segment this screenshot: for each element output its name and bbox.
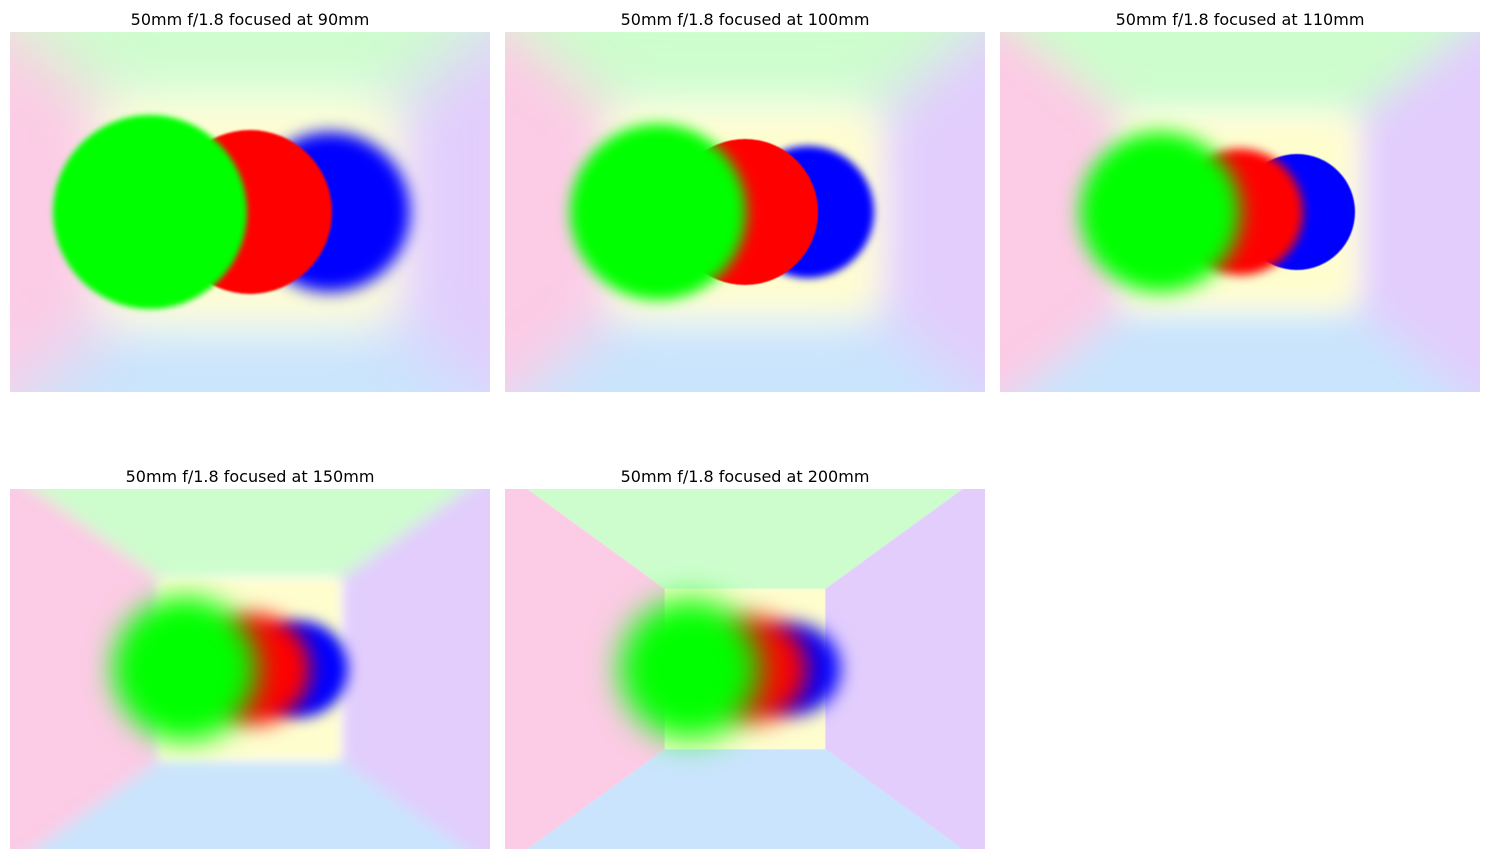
render-image	[10, 32, 490, 392]
render-image	[1000, 32, 1480, 392]
green-sphere	[620, 599, 760, 739]
panel-title: 50mm f/1.8 focused at 200mm	[505, 467, 985, 486]
green-sphere	[53, 115, 247, 309]
render-image	[505, 489, 985, 849]
green-sphere	[1080, 132, 1240, 292]
green-sphere	[570, 124, 746, 300]
render-image	[505, 32, 985, 392]
panel-title: 50mm f/1.8 focused at 150mm	[10, 467, 490, 486]
panel-title: 50mm f/1.8 focused at 100mm	[505, 10, 985, 29]
panel-title: 50mm f/1.8 focused at 90mm	[10, 10, 490, 29]
render-image	[10, 489, 490, 849]
panel-title: 50mm f/1.8 focused at 110mm	[1000, 10, 1480, 29]
green-sphere	[113, 597, 257, 741]
